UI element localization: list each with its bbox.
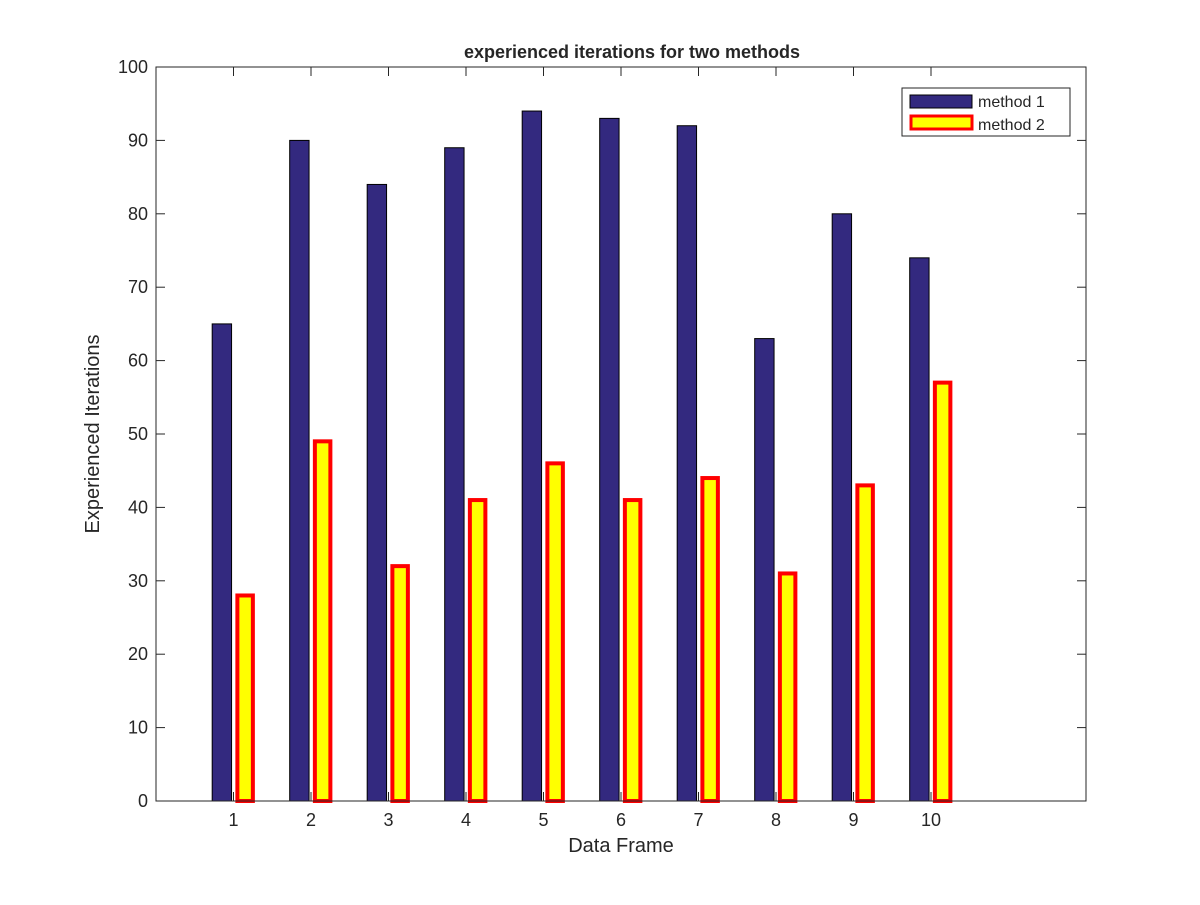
y-tick-label: 60 <box>128 351 148 371</box>
x-tick-label: 1 <box>228 810 238 830</box>
y-tick-label: 10 <box>128 718 148 738</box>
x-tick-label: 9 <box>848 810 858 830</box>
y-axis-label: Experienced Iterations <box>82 334 104 533</box>
y-tick-label: 80 <box>128 204 148 224</box>
legend-swatch-method-1 <box>909 94 973 109</box>
y-tick-label: 20 <box>128 644 148 664</box>
y-tick-label: 40 <box>128 497 148 517</box>
bar-method-1-frame-1 <box>211 323 233 802</box>
legend: method 1 method 2 <box>901 87 1071 137</box>
bar-method-2-frame-9 <box>855 483 875 803</box>
x-tick-label: 5 <box>538 810 548 830</box>
bar-method-1-frame-6 <box>599 117 620 802</box>
bar-method-1-frame-9 <box>831 213 853 802</box>
bar-method-1-frame-3 <box>366 183 388 802</box>
bar-method-1-frame-2 <box>289 139 310 802</box>
axes-background <box>156 67 1086 801</box>
x-tick-label: 4 <box>461 810 471 830</box>
bar-method-1-frame-10 <box>909 257 930 802</box>
ticks-layer: 0 10 20 30 40 50 60 70 80 90 100 1 2 3 4 5 6 7 8 9 10 <box>118 57 1086 830</box>
bar-method-2-frame-6 <box>622 498 643 803</box>
bar-method-2-frame-2 <box>312 439 333 803</box>
x-tick-label: 10 <box>921 810 941 830</box>
x-axis-label: Data Frame <box>568 835 674 857</box>
x-tick-label: 8 <box>771 810 781 830</box>
chart-title: experienced iterations for two methods <box>464 42 800 62</box>
bar-method-1-frame-7 <box>676 125 698 802</box>
y-tick-label: 30 <box>128 571 148 591</box>
y-tick-label: 50 <box>128 424 148 444</box>
bar-method-1-frame-8 <box>754 338 775 802</box>
legend-label-method-2: method 2 <box>978 117 1045 134</box>
bar-method-2-frame-8 <box>777 571 798 804</box>
bar-method-1-frame-5 <box>521 110 543 802</box>
x-tick-label: 2 <box>306 810 316 830</box>
y-tick-label: 100 <box>118 57 148 77</box>
bar-method-2-frame-5 <box>545 461 565 803</box>
x-tick-label: 3 <box>383 810 393 830</box>
bar-method-2-frame-1 <box>235 593 255 803</box>
bar-method-2-frame-7 <box>700 476 720 803</box>
y-tick-label: 70 <box>128 277 148 297</box>
y-tick-label: 0 <box>138 791 148 811</box>
y-tick-label: 90 <box>128 130 148 150</box>
legend-swatch-method-2 <box>909 114 974 131</box>
x-tick-label: 6 <box>616 810 626 830</box>
bar-method-2-frame-4 <box>467 498 488 803</box>
bars-layer <box>211 110 953 804</box>
bar-method-2-frame-3 <box>390 564 410 803</box>
x-tick-label: 7 <box>693 810 703 830</box>
legend-label-method-1: method 1 <box>978 94 1045 111</box>
bar-method-2-frame-10 <box>932 380 953 803</box>
bar-method-1-frame-4 <box>444 147 465 802</box>
